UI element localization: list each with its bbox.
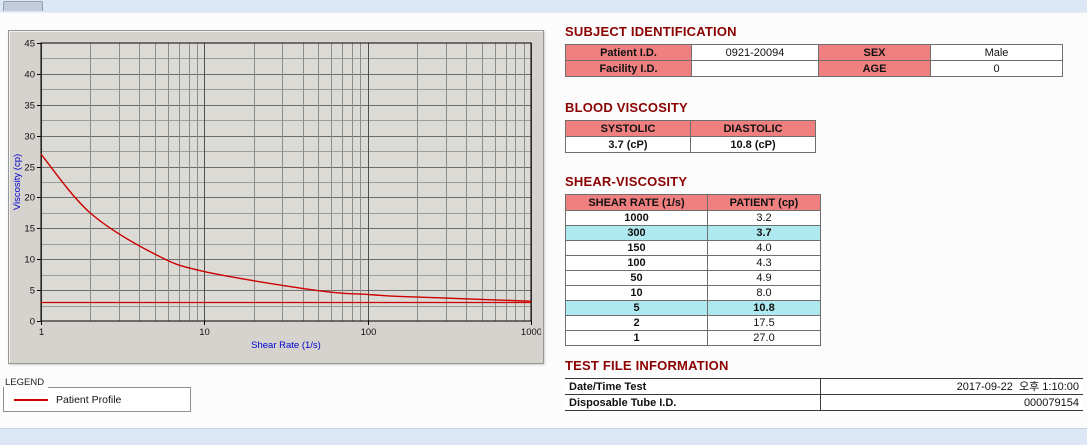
subject-table-body: Patient I.D. 0921-20094 SEX Male Facility I.…: [565, 44, 1063, 77]
patient-viscosity-value: 4.0: [707, 240, 821, 256]
top-strip: [0, 0, 1087, 13]
report-details-column: SUBJECT IDENTIFICATION Patient I.D. 0921-…: [565, 24, 1085, 411]
chart-legend: LEGEND Patient Profile: [3, 378, 191, 412]
svg-text:Shear Rate (1/s): Shear Rate (1/s): [251, 340, 321, 351]
svg-text:35: 35: [24, 101, 35, 112]
patient-viscosity-value: 3.2: [707, 210, 821, 226]
field-label: Facility I.D.: [565, 60, 692, 77]
shear-viscosity-title: SHEAR-VISCOSITY: [565, 174, 688, 189]
test-file-value: 000079154: [820, 394, 1083, 411]
subject-identification-title: SUBJECT IDENTIFICATION: [565, 24, 737, 39]
corner-tab: [3, 1, 43, 11]
patient-viscosity-value: 3.7: [707, 225, 821, 241]
shear-rate-value: 150: [565, 240, 708, 256]
patient-profile-line-swatch: [14, 398, 48, 401]
legend-title: LEGEND: [4, 378, 49, 388]
patient-viscosity-value: 4.9: [707, 270, 821, 286]
svg-text:15: 15: [24, 224, 35, 235]
shear-viscosity-table: SHEAR RATE (1/s) PATIENT (cp) 1000 3.2 300…: [565, 194, 821, 346]
field-label: Patient I.D.: [565, 44, 692, 61]
test-file-table: Date/Time Test 2017-09-22 오후 1:10:00 Dispo…: [565, 378, 1083, 411]
shear-row: 5 10.8: [565, 300, 821, 316]
test-file-row: Date/Time Test 2017-09-22 오후 1:10:00: [565, 378, 1083, 395]
svg-text:45: 45: [24, 39, 35, 50]
shear-row: 50 4.9: [565, 270, 821, 286]
field-value: 0: [930, 60, 1063, 77]
test-file-table-body: Date/Time Test 2017-09-22 오후 1:10:00 Dispo…: [565, 378, 1083, 411]
shear-rate-value: 2: [565, 315, 708, 331]
field-value: [691, 60, 819, 77]
test-file-information-title: TEST FILE INFORMATION: [565, 358, 729, 373]
shear-row: 150 4.0: [565, 240, 821, 256]
blood-viscosity-header-row: SYSTOLIC DIASTOLIC: [565, 120, 816, 137]
shear-rate-value: 100: [565, 255, 708, 271]
subject-row: Patient I.D. 0921-20094 SEX Male: [565, 44, 1063, 61]
viscosity-chart: 0 5 10 15 20 25 30 35 40 45 1 10 100 1000 Shear Rate (…: [11, 33, 541, 361]
field-label: SEX: [818, 44, 931, 61]
svg-text:0: 0: [30, 317, 35, 328]
viscosity-chart-panel: 0 5 10 15 20 25 30 35 40 45 1 10 100 1000 Shear Rate (…: [8, 30, 544, 364]
patient-viscosity-value: 10.8: [707, 300, 821, 316]
shear-row: 300 3.7: [565, 225, 821, 241]
svg-text:40: 40: [24, 70, 35, 81]
shear-rate-value: 300: [565, 225, 708, 241]
shear-viscosity-header-row: SHEAR RATE (1/s) PATIENT (cp): [565, 194, 821, 211]
subject-table: Patient I.D. 0921-20094 SEX Male Facility I.…: [565, 44, 1063, 77]
patient-viscosity-value: 4.3: [707, 255, 821, 271]
svg-text:25: 25: [24, 163, 35, 174]
patient-viscosity-value: 8.0: [707, 285, 821, 301]
shear-rate-value: 10: [565, 285, 708, 301]
shear-row: 2 17.5: [565, 315, 821, 331]
patient-viscosity-value: 17.5: [707, 315, 821, 331]
svg-text:30: 30: [24, 132, 35, 143]
test-file-label: Disposable Tube I.D.: [565, 394, 821, 411]
svg-text:Viscosity (cp): Viscosity (cp): [12, 154, 23, 210]
field-label: AGE: [818, 60, 931, 77]
subject-row: Facility I.D. AGE 0: [565, 60, 1063, 77]
test-file-row: Disposable Tube I.D. 000079154: [565, 394, 1083, 411]
blood-viscosity-table: SYSTOLIC DIASTOLIC 3.7 (cP) 10.8 (cP): [565, 120, 816, 153]
shear-row: 100 4.3: [565, 255, 821, 271]
shear-table-body: 1000 3.2 300 3.7 150 4.0 100 4.3 50 4.9 10 8.0 5 10.8…: [565, 210, 821, 346]
systolic-column-header: SYSTOLIC: [565, 120, 691, 137]
svg-text:10: 10: [199, 327, 210, 338]
svg-text:100: 100: [361, 327, 377, 338]
blood-viscosity-value-row: 3.7 (cP) 10.8 (cP): [565, 136, 816, 153]
legend-series-label: Patient Profile: [56, 393, 122, 406]
test-file-label: Date/Time Test: [565, 378, 821, 395]
svg-text:5: 5: [30, 286, 35, 297]
shear-row: 1000 3.2: [565, 210, 821, 226]
diastolic-value: 10.8 (cP): [690, 136, 816, 153]
systolic-value: 3.7 (cP): [565, 136, 691, 153]
shear-rate-value: 1: [565, 330, 708, 346]
patient-viscosity-value: 27.0: [707, 330, 821, 346]
shear-row: 1 27.0: [565, 330, 821, 346]
svg-text:10: 10: [24, 255, 35, 266]
shear-row: 10 8.0: [565, 285, 821, 301]
svg-text:1: 1: [39, 327, 44, 338]
diastolic-column-header: DIASTOLIC: [690, 120, 816, 137]
patient-column-header: PATIENT (cp): [707, 194, 821, 211]
field-value: 0921-20094: [691, 44, 819, 61]
svg-text:20: 20: [24, 193, 35, 204]
shear-rate-value: 50: [565, 270, 708, 286]
svg-text:1000: 1000: [521, 327, 541, 338]
field-value: Male: [930, 44, 1063, 61]
legend-entry: Patient Profile: [4, 388, 190, 411]
bottom-strip: [0, 428, 1087, 445]
blood-viscosity-title: BLOOD VISCOSITY: [565, 100, 688, 115]
shear-rate-value: 5: [565, 300, 708, 316]
shear-rate-column-header: SHEAR RATE (1/s): [565, 194, 708, 211]
test-file-value: 2017-09-22 오후 1:10:00: [820, 378, 1083, 395]
shear-rate-value: 1000: [565, 210, 708, 226]
